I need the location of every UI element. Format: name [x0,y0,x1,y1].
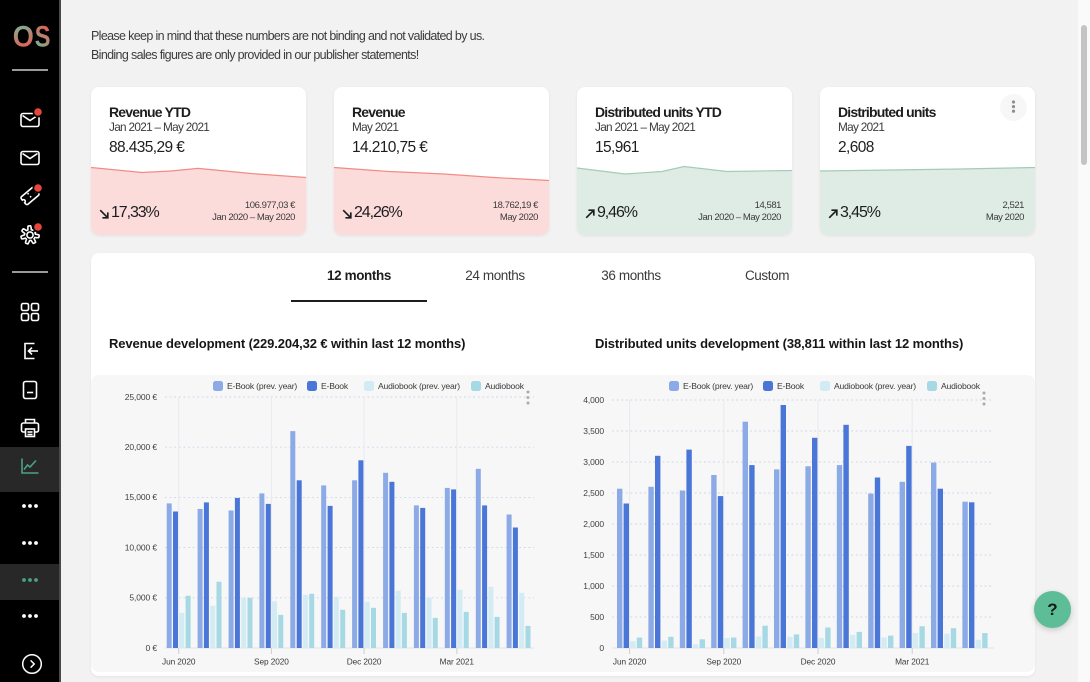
svg-text:S: S [35,20,51,50]
svg-text:E-Book (prev. year): E-Book (prev. year) [683,381,753,391]
svg-text:Dec 2020: Dec 2020 [347,657,382,667]
svg-text:E-Book: E-Book [777,381,805,391]
svg-text:10,000 €: 10,000 € [125,542,158,552]
svg-text:4,000: 4,000 [583,395,604,405]
svg-text:1,000: 1,000 [583,581,604,591]
svg-text:Audiobook (prev. year): Audiobook (prev. year) [834,381,916,391]
svg-text:25,000 €: 25,000 € [125,392,158,402]
svg-text:0 €: 0 € [145,643,157,653]
svg-text:0: 0 [599,643,604,653]
svg-text:Jun 2020: Jun 2020 [613,657,647,667]
svg-text:Mar 2021: Mar 2021 [440,657,475,667]
svg-text:Dec 2020: Dec 2020 [801,657,836,667]
svg-text:Sep 2020: Sep 2020 [706,657,741,667]
svg-text:Audiobook (prev. year): Audiobook (prev. year) [378,381,460,391]
svg-text:2,000: 2,000 [583,519,604,529]
svg-text:2,500: 2,500 [583,488,604,498]
svg-text:15,000 €: 15,000 € [125,492,158,502]
svg-text:500: 500 [590,612,604,622]
svg-text:1,500: 1,500 [583,550,604,560]
svg-text:Audiobook: Audiobook [485,381,525,391]
svg-text:3,500: 3,500 [583,426,604,436]
svg-text:E-Book: E-Book [321,381,349,391]
svg-text:O: O [13,20,34,50]
svg-text:Mar 2021: Mar 2021 [895,657,930,667]
svg-text:5,000 €: 5,000 € [129,593,157,603]
svg-text:Audiobook: Audiobook [941,381,981,391]
svg-text:Jun 2020: Jun 2020 [162,657,196,667]
svg-text:3,000: 3,000 [583,457,604,467]
svg-text:20,000 €: 20,000 € [125,442,158,452]
svg-text:E-Book (prev. year): E-Book (prev. year) [227,381,297,391]
svg-text:Sep 2020: Sep 2020 [254,657,289,667]
